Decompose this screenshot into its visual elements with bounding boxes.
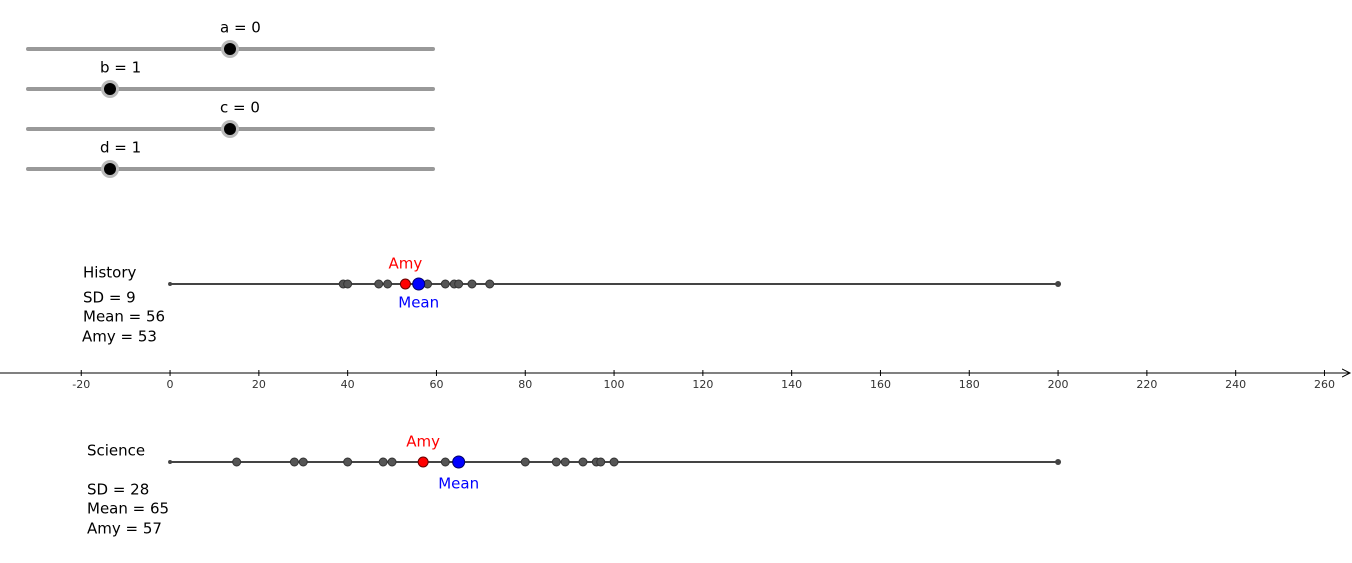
range-end <box>168 460 173 464</box>
tick-label: 140 <box>781 378 802 391</box>
data-point <box>232 457 242 467</box>
data-point <box>298 457 308 467</box>
stat-label: SD = 28 <box>87 481 149 499</box>
data-point <box>440 457 450 467</box>
data-point <box>596 457 606 467</box>
tick-label: 240 <box>1225 378 1246 391</box>
amy-point <box>399 278 411 290</box>
slider-label: c = 0 <box>220 99 260 117</box>
tick-label: 220 <box>1136 378 1157 391</box>
range-end <box>168 282 173 286</box>
slider-thumb[interactable] <box>104 163 116 175</box>
stat-label: Mean = 56 <box>83 308 165 326</box>
tick-label: 0 <box>167 378 174 391</box>
mean-point <box>412 277 426 291</box>
tick-label: 180 <box>959 378 980 391</box>
stat-label: SD = 9 <box>83 289 136 307</box>
tick-label: 120 <box>692 378 713 391</box>
stat-label: Amy = 53 <box>82 328 157 346</box>
tick-label: 40 <box>341 378 355 391</box>
amy-marker: Amy <box>406 433 440 451</box>
slider-thumb[interactable] <box>224 43 236 55</box>
data-point <box>467 279 477 289</box>
mean-point <box>452 455 466 469</box>
stat-label: Mean = 65 <box>87 500 169 518</box>
data-point <box>387 457 397 467</box>
row-title: History <box>83 264 136 282</box>
mean-marker: Mean <box>438 475 479 493</box>
data-point <box>440 279 450 289</box>
tick-label: 80 <box>518 378 532 391</box>
data-point <box>374 279 384 289</box>
row-title: Science <box>87 442 145 460</box>
slider-label: d = 1 <box>100 139 141 157</box>
range-end <box>1055 459 1062 465</box>
range-end <box>1055 281 1062 287</box>
slider-thumb[interactable] <box>224 123 236 135</box>
data-point <box>551 457 561 467</box>
mean-marker: Mean <box>398 294 439 312</box>
data-point <box>609 457 619 467</box>
data-point <box>289 457 299 467</box>
data-point <box>343 457 353 467</box>
tick-label: 20 <box>252 378 266 391</box>
data-point <box>343 279 353 289</box>
data-point <box>485 279 495 289</box>
data-point <box>578 457 588 467</box>
amy-point <box>417 456 429 468</box>
tick-label: 200 <box>1048 378 1069 391</box>
tick-label: 60 <box>429 378 443 391</box>
data-point <box>383 279 393 289</box>
stat-label: Amy = 57 <box>87 520 162 538</box>
tick-label: 260 <box>1314 378 1335 391</box>
data-point <box>520 457 530 467</box>
tick-label: 160 <box>870 378 891 391</box>
tick-label: 100 <box>604 378 625 391</box>
slider-label: a = 0 <box>220 19 261 37</box>
data-point <box>378 457 388 467</box>
data-point <box>560 457 570 467</box>
amy-marker: Amy <box>389 255 423 273</box>
tick-label: -20 <box>72 378 90 391</box>
slider-label: b = 1 <box>100 59 141 77</box>
slider-thumb[interactable] <box>104 83 116 95</box>
data-point <box>454 279 464 289</box>
